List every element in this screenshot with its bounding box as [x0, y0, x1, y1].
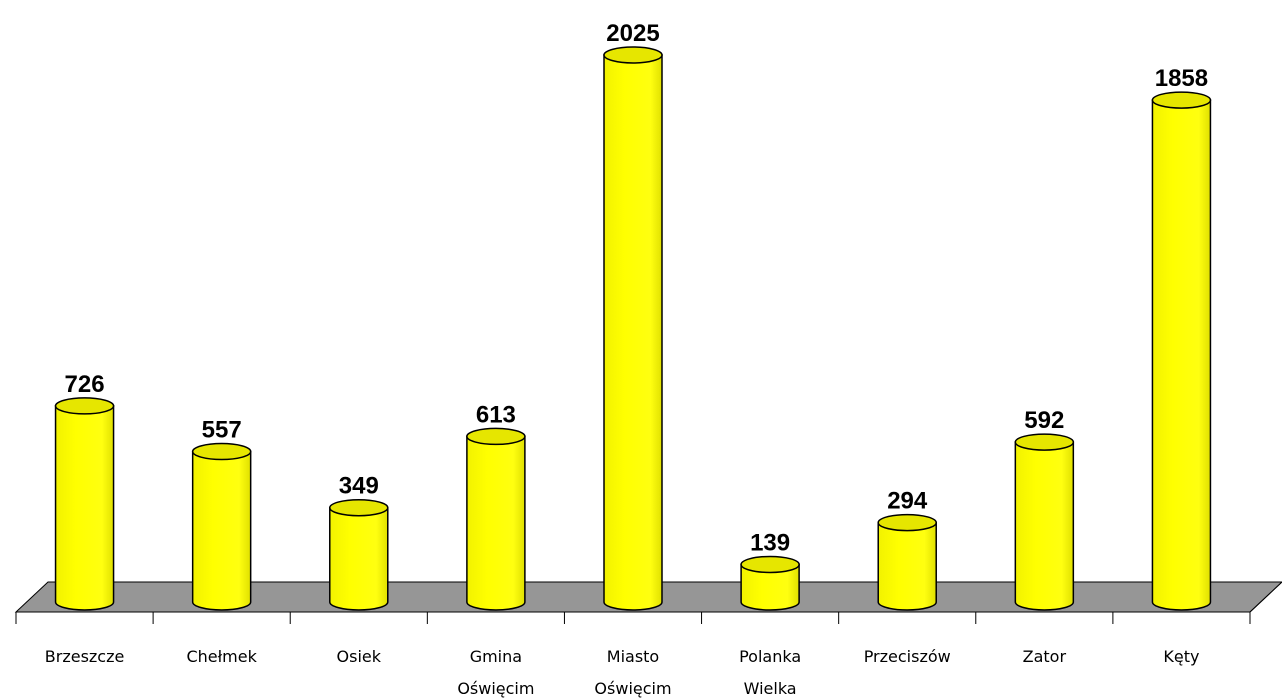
bar-top [1151, 91, 1212, 109]
bar-top [877, 513, 937, 532]
bar: 139 [740, 529, 800, 611]
bar: 294 [877, 488, 937, 611]
bar-body [54, 405, 115, 611]
chart-floor-right-edge [1249, 581, 1282, 613]
bar: 1858 [1151, 65, 1212, 611]
category-label: Kęty [1163, 647, 1199, 666]
bar-top [329, 498, 389, 517]
category-label: Oświęcim [594, 679, 671, 698]
data-label: 139 [750, 529, 790, 556]
x-axis-ticks [15, 612, 1251, 624]
bar-top [603, 46, 663, 64]
bar-body [877, 521, 937, 611]
bars-group: 726 557 349 613 2025 139 294 592 1858 [54, 20, 1212, 611]
bar-top [191, 442, 252, 461]
data-label: 2025 [606, 20, 659, 47]
data-label: 726 [65, 371, 105, 398]
category-label: Oświęcim [457, 679, 534, 698]
category-label: Brzeszcze [45, 647, 125, 666]
bar: 613 [466, 401, 526, 611]
bar: 726 [54, 371, 115, 611]
bar: 592 [1014, 407, 1075, 611]
bar-body [329, 506, 389, 611]
category-label: Osiek [337, 647, 382, 666]
category-label: Chełmek [186, 647, 257, 666]
data-label: 613 [476, 401, 516, 428]
bar-body [1014, 441, 1075, 611]
bar: 557 [191, 417, 252, 611]
category-label: Gmina [470, 647, 522, 666]
bar-body [603, 54, 663, 611]
category-label: Polanka [739, 647, 801, 666]
category-labels: Brzeszcze Chełmek Osiek Gmina Oświęcim Miasto… [45, 647, 1200, 698]
bar-body [1151, 99, 1212, 611]
bar-top [1014, 433, 1075, 451]
data-label: 1858 [1155, 65, 1208, 92]
bar-body [466, 435, 526, 611]
category-label: Miasto [607, 647, 659, 666]
bar-body [740, 563, 800, 611]
category-label: Wielka [744, 679, 797, 698]
data-label: 592 [1024, 407, 1064, 434]
data-label: 557 [202, 417, 242, 444]
bar-body [191, 450, 252, 611]
bar-top [54, 397, 115, 415]
bar: 2025 [603, 20, 663, 611]
bar-top [740, 555, 800, 574]
bar: 349 [329, 473, 389, 611]
category-label: Przeciszów [864, 647, 951, 666]
data-label: 349 [339, 473, 379, 500]
data-label: 294 [887, 488, 928, 515]
bar-top [466, 427, 526, 446]
category-label: Zator [1023, 647, 1067, 666]
